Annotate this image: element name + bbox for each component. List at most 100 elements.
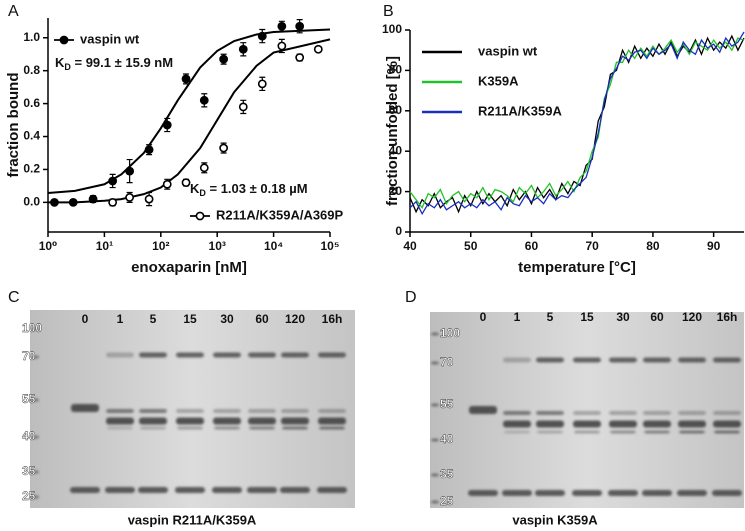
legend-marker <box>195 211 205 221</box>
gel-band <box>573 411 601 415</box>
gel-band <box>573 420 601 428</box>
data-point <box>199 95 209 105</box>
x-tick-label: 40 <box>403 239 417 253</box>
gel-band <box>177 426 203 430</box>
y-tick-label: 0.6 <box>23 96 40 110</box>
data-point <box>219 143 229 153</box>
gel-band <box>281 409 309 413</box>
data-point <box>144 145 154 155</box>
series-line <box>409 37 745 210</box>
gel-band <box>610 430 636 434</box>
marker-label: 55 <box>440 397 454 411</box>
lane-label: 15 <box>183 312 197 326</box>
y-tick-label: 0.2 <box>23 162 40 176</box>
data-point <box>108 176 118 186</box>
marker-label: 35 <box>440 467 454 481</box>
marker-label: 35 <box>22 464 36 478</box>
data-point <box>257 79 267 89</box>
lane-label: 60 <box>255 312 269 326</box>
x-tick-label: 10⁵ <box>321 239 340 253</box>
x-tick-label: 10¹ <box>96 239 113 253</box>
gel-band <box>248 409 276 413</box>
gel-band <box>280 487 310 493</box>
gel-band <box>318 417 346 425</box>
gel-band <box>31 435 39 439</box>
annotation-sub: D <box>199 188 206 198</box>
x-tick-label: 50 <box>464 239 478 253</box>
x-tick-label: 90 <box>707 239 721 253</box>
gel-band <box>105 487 135 493</box>
legend-label: vaspin wt <box>478 43 538 58</box>
gel-band <box>536 411 564 415</box>
gel-band <box>504 430 530 434</box>
lane-label: 16h <box>717 310 738 324</box>
legend-label: R211A/K359A <box>478 103 562 118</box>
y-tick-label: 80 <box>389 63 403 77</box>
gel-band <box>608 490 638 496</box>
data-point <box>162 179 172 189</box>
gel-band <box>536 357 564 363</box>
gel-band <box>431 403 439 407</box>
fit-curve <box>48 38 331 204</box>
gel-band <box>503 420 531 428</box>
x-tick-label: 60 <box>525 239 539 253</box>
gel-band <box>643 420 671 428</box>
gel-band <box>213 417 241 425</box>
data-point <box>295 21 305 31</box>
lane-label: 30 <box>220 312 234 326</box>
gel-band <box>431 500 439 504</box>
annotation-rest: = 99.1 ± 15.9 nM <box>71 55 173 70</box>
gel-band <box>106 352 134 358</box>
gel-band <box>713 357 741 363</box>
y-tick-label: 0.0 <box>23 195 40 209</box>
gel-band <box>503 357 531 363</box>
gel-band <box>31 327 39 331</box>
data-point <box>162 120 172 130</box>
annotation-main: K <box>55 55 65 70</box>
data-point <box>238 102 248 112</box>
gel-band <box>712 490 742 496</box>
gel-band <box>503 411 531 415</box>
panel-label: D <box>405 289 417 306</box>
data-point <box>219 54 229 64</box>
data-point <box>199 163 209 173</box>
gel-band <box>31 470 39 474</box>
x-tick-label: 10⁴ <box>264 239 283 253</box>
gel-band <box>609 357 637 363</box>
annotation: KD = 1.03 ± 0.18 µM <box>190 181 308 198</box>
marker-label: 100 <box>440 326 460 340</box>
lane-label: 120 <box>682 310 702 324</box>
lane-label: 120 <box>285 312 305 326</box>
annotation-sub: D <box>64 62 71 72</box>
gel-band <box>431 438 439 442</box>
marker-label: 25 <box>22 489 36 503</box>
x-tick-label: 80 <box>646 239 660 253</box>
gel-band <box>713 420 741 428</box>
x-axis-title: enoxaparin [nM] <box>131 259 247 276</box>
gel-band <box>535 490 565 496</box>
y-axis-title: fraction unfolded [%] <box>384 56 401 206</box>
gel-band <box>679 430 705 434</box>
gel-band <box>107 426 133 430</box>
data-point <box>295 53 305 62</box>
legend-label: R211A/K359A/A369P <box>216 207 344 222</box>
data-point <box>181 178 191 188</box>
y-tick-label: 0.8 <box>23 63 40 77</box>
y-tick-label: 0 <box>395 224 402 238</box>
marker-label: 100 <box>22 321 42 335</box>
gel-band <box>469 406 497 414</box>
fit-curve <box>47 28 331 194</box>
x-tick-label: 10³ <box>209 239 226 253</box>
gel-band <box>574 430 600 434</box>
gel-band <box>713 411 741 415</box>
lane-label: 1 <box>514 310 521 324</box>
gel-band <box>281 352 309 358</box>
gel-band <box>468 490 498 496</box>
data-point <box>277 41 287 51</box>
lane-label: 30 <box>616 310 630 324</box>
gel-band <box>677 490 707 496</box>
lane-label: 5 <box>547 310 554 324</box>
annotation: KD = 99.1 ± 15.9 nM <box>55 55 173 72</box>
gel-band <box>714 430 740 434</box>
